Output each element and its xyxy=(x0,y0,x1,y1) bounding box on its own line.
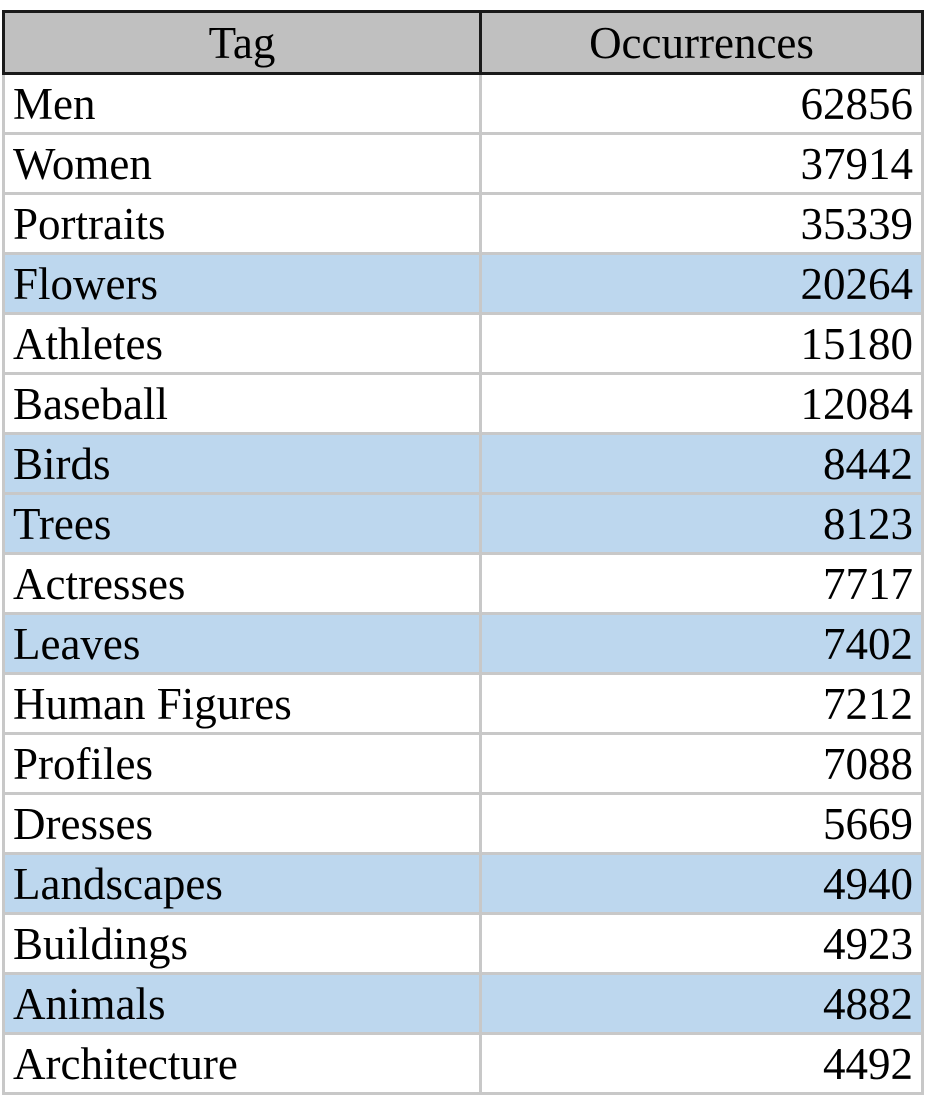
table-row: Portraits 35339 xyxy=(2,192,924,255)
header-row: Tag Occurrences xyxy=(2,10,924,75)
table-row: Men 62856 xyxy=(2,73,924,135)
occurrences-cell: 7212 xyxy=(479,672,924,735)
tag-cell: Dresses xyxy=(2,792,482,855)
tag-cell: Trees xyxy=(2,492,482,555)
table-row: Trees 8123 xyxy=(2,492,924,555)
tag-cell: Men xyxy=(2,73,482,135)
occurrences-cell: 4882 xyxy=(479,972,924,1035)
table-row: Birds 8442 xyxy=(2,432,924,495)
table-row: Animals 4882 xyxy=(2,972,924,1035)
occurrences-cell: 35339 xyxy=(479,192,924,255)
table-row: Baseball 12084 xyxy=(2,372,924,435)
tag-cell: Profiles xyxy=(2,732,482,795)
tag-occurrence-table-container: Tag Occurrences Men 62856 Women 37914 Portra… xyxy=(2,10,924,1095)
occurrences-cell: 4923 xyxy=(479,912,924,975)
occurrences-cell: 62856 xyxy=(479,73,924,135)
table-row: Dresses 5669 xyxy=(2,792,924,855)
occurrences-cell: 5669 xyxy=(479,792,924,855)
tag-cell: Landscapes xyxy=(2,852,482,915)
occurrences-cell: 4940 xyxy=(479,852,924,915)
table-row: Landscapes 4940 xyxy=(2,852,924,915)
tag-cell: Architecture xyxy=(2,1032,482,1095)
table-row: Human Figures 7212 xyxy=(2,672,924,735)
column-header-occurrences: Occurrences xyxy=(479,10,924,75)
occurrences-cell: 7402 xyxy=(479,612,924,675)
occurrences-cell: 8123 xyxy=(479,492,924,555)
table-row: Buildings 4923 xyxy=(2,912,924,975)
column-header-tag: Tag xyxy=(2,10,482,75)
tag-cell: Human Figures xyxy=(2,672,482,735)
occurrences-cell: 8442 xyxy=(479,432,924,495)
tag-cell: Leaves xyxy=(2,612,482,675)
occurrences-cell: 12084 xyxy=(479,372,924,435)
table-row: Flowers 20264 xyxy=(2,252,924,315)
tag-cell: Animals xyxy=(2,972,482,1035)
table-header: Tag Occurrences xyxy=(2,10,924,75)
table-row: Profiles 7088 xyxy=(2,732,924,795)
tag-cell: Baseball xyxy=(2,372,482,435)
tag-cell: Buildings xyxy=(2,912,482,975)
tag-cell: Women xyxy=(2,132,482,195)
table-row: Women 37914 xyxy=(2,132,924,195)
tag-cell: Actresses xyxy=(2,552,482,615)
table-body: Men 62856 Women 37914 Portraits 35339 Flowers 2… xyxy=(2,73,924,1095)
tag-cell: Portraits xyxy=(2,192,482,255)
occurrences-cell: 4492 xyxy=(479,1032,924,1095)
tag-cell: Birds xyxy=(2,432,482,495)
tag-cell: Flowers xyxy=(2,252,482,315)
occurrences-cell: 15180 xyxy=(479,312,924,375)
table-row: Athletes 15180 xyxy=(2,312,924,375)
table-row: Leaves 7402 xyxy=(2,612,924,675)
occurrences-cell: 7088 xyxy=(479,732,924,795)
occurrences-cell: 37914 xyxy=(479,132,924,195)
table-row: Architecture 4492 xyxy=(2,1032,924,1095)
tag-occurrence-table: Tag Occurrences Men 62856 Women 37914 Portra… xyxy=(2,10,924,1095)
tag-cell: Athletes xyxy=(2,312,482,375)
table-row: Actresses 7717 xyxy=(2,552,924,615)
occurrences-cell: 20264 xyxy=(479,252,924,315)
occurrences-cell: 7717 xyxy=(479,552,924,615)
